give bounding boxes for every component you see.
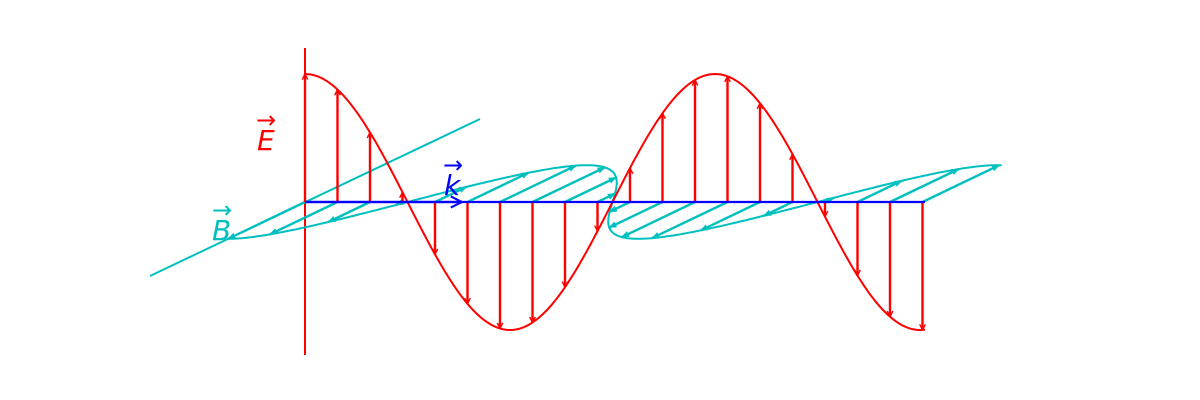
- b-axis: [149, 118, 481, 277]
- b-field-vector: [621, 200, 696, 239]
- label-B: → B: [212, 196, 232, 247]
- label-k-arrow: →: [443, 151, 463, 179]
- b-field-vector: [434, 185, 468, 204]
- b-field-vector: [608, 200, 631, 213]
- label-B-arrow: →: [212, 196, 232, 224]
- b-field-vector: [889, 167, 960, 204]
- b-field-vector: [466, 171, 530, 204]
- label-B-letter: B: [212, 214, 231, 247]
- b-field-vector: [921, 164, 1000, 204]
- b-field-vector: [856, 179, 903, 204]
- label-k: → k: [443, 151, 463, 202]
- b-field-vector: [227, 200, 306, 240]
- electric-wave-curve: [304, 72, 926, 331]
- b-field-vector: [699, 200, 761, 232]
- label-E-arrow: →: [256, 106, 276, 134]
- b-field-vector: [608, 200, 664, 229]
- b-field-vector: [531, 166, 606, 204]
- b-field-vector: [327, 200, 371, 224]
- b-field-vector: [564, 176, 617, 204]
- label-E: → E: [256, 106, 276, 157]
- b-field-vector: [763, 200, 794, 217]
- label-E-letter: E: [257, 124, 275, 157]
- b-field-vector: [651, 200, 729, 240]
- electric-field-wave: [304, 72, 926, 331]
- b-field-vector: [596, 192, 616, 204]
- b-field-vector: [269, 200, 339, 236]
- b-field-vector: [499, 164, 577, 204]
- label-k-letter: k: [444, 169, 462, 202]
